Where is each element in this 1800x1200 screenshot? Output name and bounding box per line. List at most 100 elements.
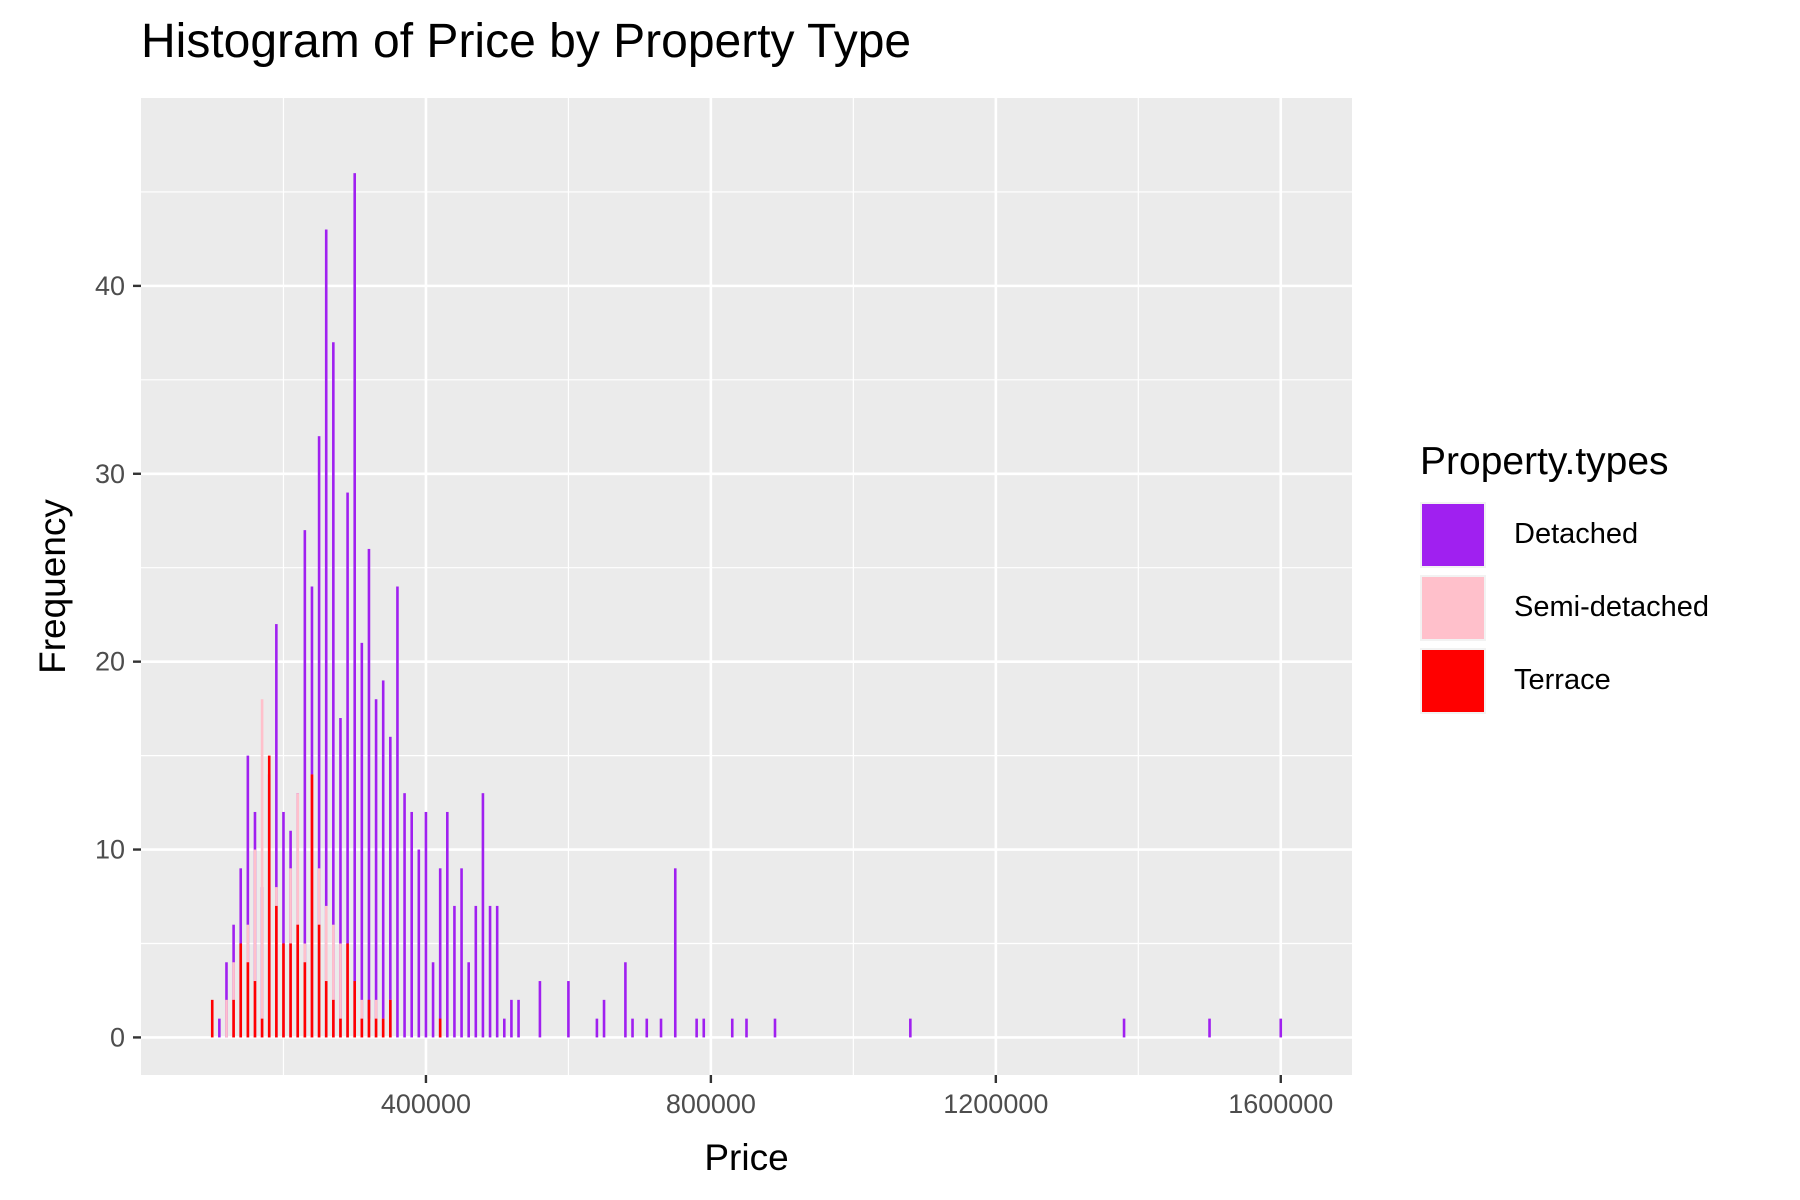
bar-detached	[446, 811, 449, 1038]
histogram-bars	[210, 173, 1283, 1038]
bar-terrace	[324, 981, 328, 1038]
y-axis-title: Frequency	[32, 499, 73, 674]
bar-semi-detached	[260, 699, 264, 1038]
bar-detached	[631, 1018, 634, 1038]
y-tick-label: 40	[95, 271, 125, 301]
bar-detached	[360, 642, 364, 1038]
bar-detached	[431, 962, 435, 1038]
x-axis-title: Price	[704, 1137, 788, 1178]
bar-semi-detached	[339, 943, 342, 1038]
bar-detached	[495, 905, 499, 1038]
bar-detached	[702, 1018, 706, 1038]
legend-title: Property.types	[1420, 440, 1669, 483]
bar-detached	[332, 342, 335, 1038]
minor-gridlines	[141, 98, 1352, 1075]
bar-terrace	[210, 999, 214, 1038]
bar-terrace	[296, 924, 300, 1038]
bar-terrace	[289, 943, 292, 1038]
x-axis: 400000 800000 1200000 1600000	[381, 1075, 1333, 1119]
bar-semi-detached	[225, 999, 228, 1038]
bar-terrace	[332, 999, 335, 1038]
bar-detached	[595, 1018, 599, 1038]
bar-terrace	[339, 1018, 342, 1038]
bar-detached	[673, 868, 677, 1038]
bar-detached	[510, 999, 513, 1038]
plot-panel	[141, 98, 1352, 1075]
bar-terrace	[360, 1018, 364, 1038]
bar-detached	[488, 905, 492, 1038]
bar-semi-detached	[253, 849, 257, 1038]
bar-terrace	[246, 962, 250, 1038]
y-tick-label: 30	[95, 459, 125, 489]
bar-detached	[1279, 1018, 1283, 1038]
bar-terrace	[346, 943, 349, 1038]
bar-detached	[438, 868, 442, 1038]
bar-detached	[773, 1018, 777, 1038]
bar-terrace	[438, 1018, 442, 1038]
bar-detached	[218, 1018, 221, 1038]
chart-title: Histogram of Price by Property Type	[141, 15, 912, 68]
bar-detached	[695, 1018, 698, 1038]
bar-terrace	[253, 981, 257, 1038]
bar-terrace	[381, 1018, 385, 1038]
x-tick-label: 400000	[381, 1089, 471, 1119]
bar-terrace	[239, 943, 243, 1038]
bar-detached	[367, 548, 371, 1038]
bar-detached	[474, 905, 478, 1038]
bar-detached	[567, 981, 570, 1038]
legend-item-semi-detached: Semi-detached	[1420, 571, 1709, 644]
y-axis: 0 10 20 30 40	[95, 271, 141, 1052]
bar-terrace	[232, 999, 235, 1038]
bar-terrace	[310, 774, 314, 1038]
bar-detached	[275, 624, 278, 1038]
bar-detached	[410, 811, 413, 1038]
bar-terrace	[275, 905, 278, 1038]
bar-terrace	[282, 943, 285, 1038]
bar-detached	[538, 981, 542, 1038]
legend-label: Semi-detached	[1514, 591, 1710, 623]
bar-detached	[417, 849, 421, 1038]
legend-item-detached: Detached	[1420, 498, 1709, 571]
bar-terrace	[260, 1018, 264, 1038]
bar-detached	[624, 962, 627, 1038]
bar-detached	[374, 699, 378, 1038]
y-tick-label: 10	[95, 835, 125, 865]
bar-detached	[659, 1018, 663, 1038]
bar-detached	[353, 173, 357, 1038]
bar-detached	[389, 736, 392, 1038]
bar-terrace	[353, 981, 357, 1038]
bar-terrace	[317, 924, 321, 1038]
legend-key-terrace	[1420, 647, 1486, 714]
bar-detached	[467, 962, 470, 1038]
y-tick-label: 0	[110, 1022, 125, 1052]
x-tick-label: 800000	[666, 1089, 756, 1119]
legend-key-semi-detached	[1420, 574, 1486, 641]
bar-detached	[1122, 1018, 1126, 1038]
bar-detached	[453, 905, 456, 1038]
bar-terrace	[267, 755, 271, 1038]
bar-detached	[317, 436, 321, 1038]
bar-detached	[324, 229, 328, 1038]
bar-terrace	[367, 999, 371, 1038]
legend-label: Terrace	[1514, 664, 1611, 696]
bar-semi-detached	[332, 924, 335, 1038]
bar-terrace	[389, 999, 392, 1038]
major-gridlines	[141, 98, 1352, 1075]
bar-detached	[503, 1018, 506, 1038]
bar-detached	[346, 492, 349, 1038]
bar-detached	[424, 811, 428, 1038]
legend-label: Detached	[1514, 518, 1639, 550]
bar-detached	[460, 868, 463, 1038]
y-tick-label: 20	[95, 647, 125, 677]
legend-item-terrace: Terrace	[1420, 644, 1709, 717]
bar-detached	[282, 811, 285, 1038]
bar-detached	[396, 586, 399, 1038]
bar-detached	[481, 793, 485, 1038]
bar-detached	[339, 718, 342, 1038]
bar-semi-detached	[296, 793, 300, 1038]
bar-semi-detached	[324, 905, 328, 1038]
bar-detached	[381, 680, 385, 1038]
x-tick-label: 1600000	[1228, 1089, 1333, 1119]
bar-detached	[517, 999, 520, 1038]
